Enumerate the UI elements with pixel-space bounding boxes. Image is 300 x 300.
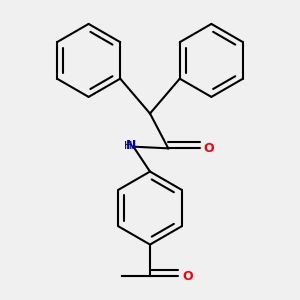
Text: O: O [204, 142, 214, 155]
Text: H: H [123, 141, 132, 151]
Text: N: N [126, 139, 136, 152]
Text: O: O [182, 270, 193, 283]
